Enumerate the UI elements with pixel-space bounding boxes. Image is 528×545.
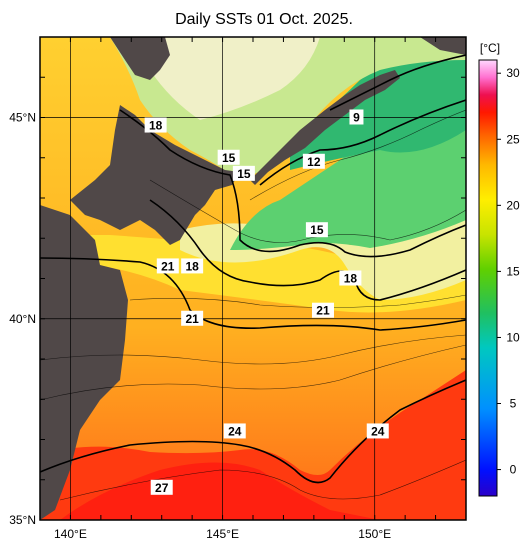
colorbar-tick-label: 25 [506,132,520,146]
contour-label-box [305,222,328,238]
axis-ticks: 140°E 145°E 150°E 35°N 40°N 45°N [9,36,467,541]
contour-label: 9 [353,111,360,125]
colorbar-tick-label: 10 [506,330,520,344]
contour-label-box [349,109,364,125]
colorbar-tick-label: 30 [506,66,520,80]
sakhalin-land [110,37,170,80]
colorbar-tick-label: 20 [506,198,520,212]
kamchatka-land [420,37,466,55]
contour-label-box [156,258,179,274]
lat-tick-label: 45°N [9,111,36,125]
lon-tick-label: 150°E [358,527,391,541]
graticule [40,37,466,521]
contour-label-box [181,258,204,274]
hokkaido-land [70,105,240,245]
transition-region [40,235,466,313]
isotherm-15 [119,109,466,258]
contour-label: 21 [316,304,330,318]
isotherm-21 [40,257,466,331]
lat-tick-label: 35°N [9,513,36,527]
isotherm-24 [40,379,466,484]
contour-label: 12 [307,155,321,169]
lat-tick-label: 40°N [9,312,36,326]
colorbar: [°C] 0 5 10 15 20 25 30 [478,41,520,497]
contour-label: 21 [161,259,175,273]
contour-label: 18 [185,259,199,273]
kuril-islands-land [250,70,400,185]
contour-label: 24 [228,424,242,438]
contour-label: 18 [149,119,163,133]
lon-tick-label: 145°E [206,527,239,541]
map-title: Daily SSTs 01 Oct. 2025. [175,11,353,28]
contour-label-box [144,117,167,133]
isotherm-12 [259,99,466,186]
contour-label-box [150,479,173,495]
oyashio-cold-region [230,40,466,250]
contour-label: 15 [222,151,236,165]
map-area [40,37,466,520]
contour-label: 27 [155,481,169,495]
contour-label-box [302,153,325,169]
contour-label: 21 [185,312,199,326]
contour-labels: 18 15 9 15 12 15 21 18 18 21 21 24 24 27 [144,109,389,495]
colorbar-tick-label: 0 [510,463,517,477]
contour-label-box [223,423,246,439]
colorbar-scale [478,59,498,497]
isotherm-9 [329,54,466,111]
isotherm-18 [149,199,466,301]
contour-label-box [181,310,204,326]
contour-label-box [339,270,362,286]
isotherm-lines [40,54,466,484]
okhotsk-cold-region [290,40,466,170]
honshu-land [40,205,128,520]
colorbar-unit: [°C] [480,41,500,55]
contour-label-box [232,165,255,181]
contour-label-box [366,423,389,439]
lon-tick-label: 140°E [54,527,87,541]
contour-label-box [217,149,240,165]
contour-label: 18 [344,272,358,286]
colorbar-tick-label: 5 [510,397,517,411]
contour-label: 15 [237,167,251,181]
contour-label: 15 [310,223,324,237]
okhotsk-north-region [120,37,320,120]
colorbar-tick-label: 15 [506,264,520,278]
contour-label: 24 [371,424,385,438]
contour-label-box [311,302,334,318]
hot-core-region [60,462,380,520]
